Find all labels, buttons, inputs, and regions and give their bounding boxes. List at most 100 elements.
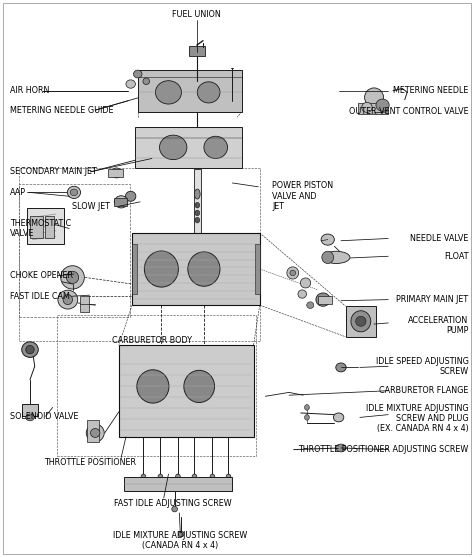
Ellipse shape [290,270,296,276]
Text: ACCELERATION
PUMP: ACCELERATION PUMP [408,316,469,335]
Text: THERMOSTATIC
VALVE: THERMOSTATIC VALVE [10,219,71,238]
Ellipse shape [158,474,163,480]
Ellipse shape [188,252,220,286]
Text: CARBURETOR BODY: CARBURETOR BODY [112,336,192,345]
Ellipse shape [111,168,122,178]
Text: FLOAT: FLOAT [444,252,469,261]
Bar [138,70,242,112]
Text: NEEDLE VALVE: NEEDLE VALVE [410,234,469,243]
Ellipse shape [22,342,38,358]
Bar [45,216,54,238]
Ellipse shape [184,370,215,403]
Ellipse shape [155,81,182,104]
Ellipse shape [70,189,78,196]
Bar [29,216,43,238]
Text: IDLE MIXTURE ADJUSTING SCREW
(CANADA RN 4 x 4): IDLE MIXTURE ADJUSTING SCREW (CANADA RN … [113,531,247,550]
Ellipse shape [336,444,346,452]
Bar [22,404,38,416]
Ellipse shape [192,474,197,480]
Bar [132,233,260,305]
Ellipse shape [210,474,215,480]
Ellipse shape [305,414,310,420]
Ellipse shape [134,70,142,78]
Bar [255,244,260,294]
Text: CHOKE OPENER: CHOKE OPENER [10,271,73,280]
Ellipse shape [301,278,311,288]
Ellipse shape [322,251,334,263]
Text: FUEL UNION: FUEL UNION [173,10,221,19]
Ellipse shape [175,474,180,480]
Text: METERING NEEDLE: METERING NEEDLE [393,86,469,95]
Text: THROTTLE POSITIONER: THROTTLE POSITIONER [45,458,137,467]
Ellipse shape [351,311,371,332]
Bar [87,420,99,442]
Ellipse shape [195,217,200,223]
Ellipse shape [63,295,73,305]
Ellipse shape [336,363,346,372]
Bar [57,315,256,456]
Ellipse shape [226,474,231,480]
Ellipse shape [66,271,79,284]
Ellipse shape [197,82,220,103]
Ellipse shape [172,506,177,512]
Bar [109,169,123,177]
Text: PRIMARY MAIN JET: PRIMARY MAIN JET [396,295,469,304]
Text: POWER PISTON
VALVE AND
JET: POWER PISTON VALVE AND JET [273,182,334,211]
Ellipse shape [305,404,310,410]
Bar [136,127,242,168]
Bar [193,169,201,233]
Ellipse shape [126,80,136,88]
Text: SOLENOID VALVE: SOLENOID VALVE [10,412,79,421]
Ellipse shape [194,189,200,199]
Ellipse shape [26,414,34,421]
Ellipse shape [356,316,366,326]
Text: AAP: AAP [10,188,26,197]
Ellipse shape [287,267,299,279]
Ellipse shape [115,196,128,208]
Ellipse shape [141,474,146,480]
Text: METERING NEEDLE GUIDE: METERING NEEDLE GUIDE [10,106,114,115]
Ellipse shape [365,88,383,107]
Ellipse shape [195,210,200,216]
Ellipse shape [61,266,84,289]
Ellipse shape [298,290,307,298]
Bar [189,46,205,56]
Text: IDLE MIXTURE ADJUSTING
SCREW AND PLUG
(EX. CANADA RN 4 x 4): IDLE MIXTURE ADJUSTING SCREW AND PLUG (E… [366,404,469,433]
Ellipse shape [307,302,314,309]
Text: SLOW JET: SLOW JET [72,202,109,211]
Ellipse shape [333,413,344,422]
Text: OUTER VENT CONTROL VALVE: OUTER VENT CONTROL VALVE [349,108,469,116]
Ellipse shape [91,428,100,437]
Ellipse shape [362,102,372,113]
Ellipse shape [376,99,389,111]
Ellipse shape [67,186,81,198]
Ellipse shape [26,345,34,354]
Text: THROTTLE POSITIONER ADJUSTING SCREW: THROTTLE POSITIONER ADJUSTING SCREW [298,445,469,454]
Bar [357,103,388,114]
Ellipse shape [204,136,228,159]
Ellipse shape [137,370,169,403]
Ellipse shape [321,234,334,245]
Bar [18,168,260,341]
Bar [27,208,64,244]
Text: FAST IDLE CAM: FAST IDLE CAM [10,292,70,301]
Bar [318,296,331,304]
Text: AIR HORN: AIR HORN [10,86,49,95]
Ellipse shape [126,191,136,201]
Ellipse shape [178,531,184,537]
Ellipse shape [159,135,187,160]
Ellipse shape [143,78,150,85]
Text: CARBURETOR FLANGE: CARBURETOR FLANGE [379,386,469,395]
Ellipse shape [316,293,330,306]
Text: SECONDARY MAIN JET: SECONDARY MAIN JET [10,167,97,177]
Ellipse shape [145,251,178,287]
Bar [132,244,137,294]
Ellipse shape [86,424,104,442]
Ellipse shape [58,290,78,309]
Bar [124,477,232,491]
Ellipse shape [322,251,350,263]
Text: FAST IDLE ADJUSTING SCREW: FAST IDLE ADJUSTING SCREW [114,499,232,508]
Bar [18,184,130,317]
Bar [346,306,376,337]
Ellipse shape [195,202,200,208]
